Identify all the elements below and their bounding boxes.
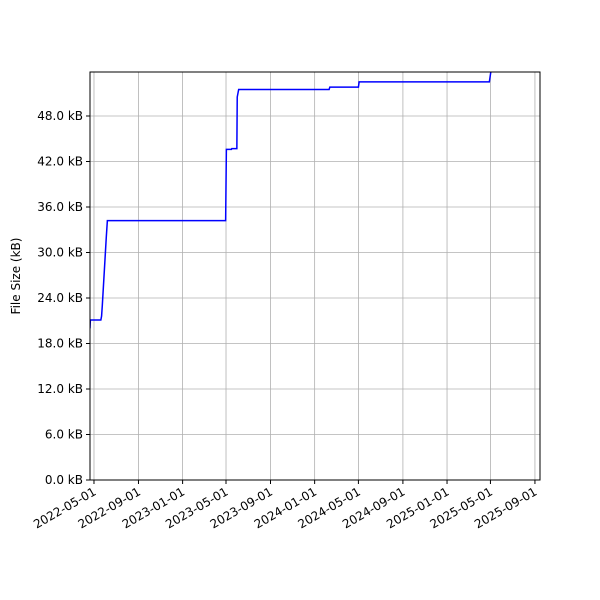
y-tick-label: 12.0 kB [37, 382, 83, 396]
y-tick-label: 18.0 kB [37, 336, 83, 350]
y-axis-label: File Size (kB) [9, 238, 23, 315]
y-tick-label: 0.0 kB [45, 473, 83, 487]
series-lines [90, 72, 492, 329]
series-line-0 [90, 72, 492, 329]
y-tick-label: 48.0 kB [37, 109, 83, 123]
y-tick-label: 42.0 kB [37, 154, 83, 168]
y-tick-label: 30.0 kB [37, 245, 83, 259]
plot-area [90, 72, 492, 329]
grid [90, 72, 540, 481]
y-tick-label: 24.0 kB [37, 291, 83, 305]
y-tick-label: 6.0 kB [45, 427, 83, 441]
y-axis-ticks: 0.0 kB 6.0 kB 12.0 kB 18.0 kB 24.0 kB 30.0 kB… [37, 109, 90, 487]
y-tick-label: 36.0 kB [37, 200, 83, 214]
